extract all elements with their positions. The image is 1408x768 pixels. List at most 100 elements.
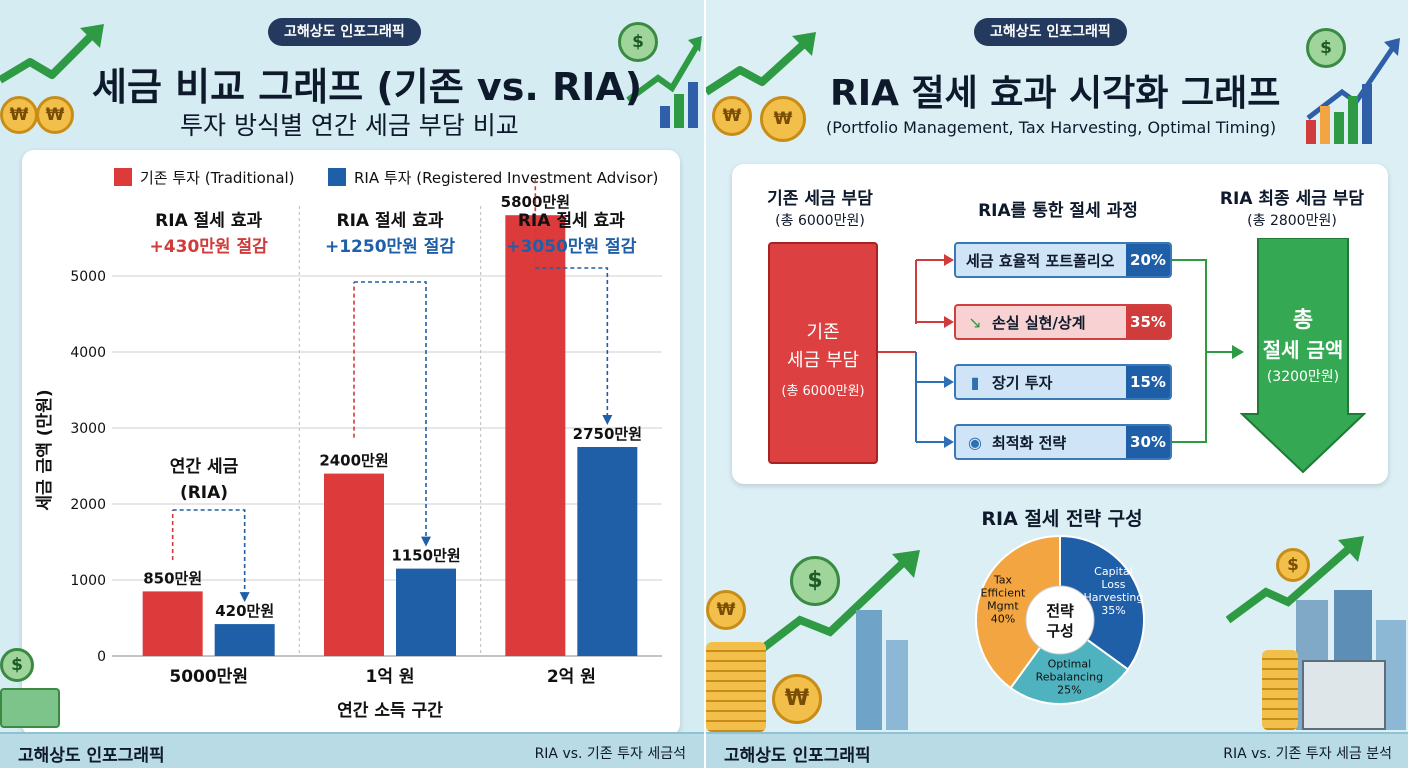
dollar-coin-icon: $ xyxy=(1276,548,1310,582)
step-label: 최적화 전략 xyxy=(992,433,1067,452)
red-box-line-3: (총 6000만원) xyxy=(781,384,865,399)
page-title: RIA 절세 효과 시각화 그래프 xyxy=(830,73,1281,114)
step-label: 세금 효율적 포트폴리오 xyxy=(966,251,1115,270)
bar-ria xyxy=(214,624,275,656)
connector-arrowhead xyxy=(421,536,431,547)
bar-traditional xyxy=(505,215,566,656)
x-tick-label: 5000만원 xyxy=(169,667,248,687)
pie-slice-label: 25% xyxy=(1057,683,1081,696)
y-tick-label: 5000 xyxy=(70,269,106,285)
bar-chart: 기존 투자 (Traditional) RIA 투자 (Registered In… xyxy=(35,168,662,721)
bar-chart-icon: ▮ xyxy=(970,372,980,392)
won-coin-icon: ₩ xyxy=(712,96,752,136)
footer-brand: 고해상도 인포그래픽 xyxy=(18,746,165,766)
legend-label: 기존 투자 (Traditional) xyxy=(140,169,295,187)
bar-ria xyxy=(577,447,638,656)
growth-arrow-icon xyxy=(0,24,104,84)
bank-icon xyxy=(1302,660,1386,730)
footer-brand: 고해상도 인포그래픽 xyxy=(724,746,871,766)
footer: 고해상도 인포그래픽 RIA vs. 기존 투자 세금 분석 xyxy=(706,732,1408,768)
cash-stack-icon xyxy=(0,688,60,728)
growth-arrow-icon xyxy=(1226,536,1364,624)
connector-arrowhead xyxy=(239,592,250,603)
y-tick-label: 1000 xyxy=(70,573,106,589)
savings-connector xyxy=(535,267,609,417)
flow-connectors xyxy=(878,254,1244,448)
pie-slice-label: 40% xyxy=(991,612,1015,625)
dollar-coin-icon: $ xyxy=(790,556,840,606)
savings-amount: +1250만원 절감 xyxy=(325,236,455,257)
savings-arrow-icon xyxy=(1240,238,1366,474)
pie-slice-label: Rebalancing xyxy=(1036,670,1103,683)
red-box-line-1: 기존 xyxy=(806,322,840,343)
pie-slice-label: Efficient xyxy=(981,586,1026,599)
footer: 고해상도 인포그래픽 RIA vs. 기존 투자 세금석 xyxy=(0,732,704,768)
col-traditional-sub: (총 6000만원) xyxy=(775,213,865,229)
footer-caption: RIA vs. 기존 투자 세금석 xyxy=(534,746,686,762)
growth-arrow-icon xyxy=(756,550,920,656)
pie-slice xyxy=(1009,618,1130,705)
legend-label: RIA 투자 (Registered Investment Advisor) xyxy=(354,169,658,187)
process-step: 세금 효율적 포트폴리오 20% xyxy=(954,242,1172,278)
pie-title: RIA 절세 전략 구성 xyxy=(981,508,1143,530)
flow-card: 기존 세금 부담 (총 6000만원) RIA를 통한 절세 과정 RIA 최종… xyxy=(732,164,1388,484)
pie-center-label: 전략 xyxy=(1046,602,1074,620)
pie-slice-label: 35% xyxy=(1101,604,1125,617)
trend-down-icon: ↘ xyxy=(968,312,982,332)
bar-traditional xyxy=(142,591,203,656)
pie-slice-label: Harvesting xyxy=(1084,591,1144,604)
step-percent: 30% xyxy=(1126,426,1170,458)
won-coin-icon: ₩ xyxy=(706,590,746,630)
savings-title: RIA 절세 효과 xyxy=(337,210,444,231)
col-ria-title: RIA 최종 세금 부담 xyxy=(1219,189,1365,209)
won-coin-icon: ₩ xyxy=(772,674,822,724)
process-step: ↘ 손실 실현/상계 35% xyxy=(954,304,1172,340)
bar-ria xyxy=(396,568,456,656)
step-percent: 35% xyxy=(1126,306,1170,338)
y-tick-label: 4000 xyxy=(70,345,106,361)
footer-caption: RIA vs. 기존 투자 세금 분석 xyxy=(1223,746,1392,762)
right-panel: ₩ ₩ $ 고해상도 인포그래픽 RIA 절세 효과 시각화 그래프 (Port… xyxy=(704,0,1408,768)
savings-title: RIA 절세 효과 xyxy=(518,210,625,231)
page-title: 세금 비교 그래프 (기존 vs. RIA) xyxy=(92,65,643,109)
left-panel: ₩ ₩ $ 고해상도 인포그래픽 세금 비교 그래프 (기존 vs. RIA) … xyxy=(0,18,704,768)
x-tick-label: 1억 원 xyxy=(365,667,414,687)
building-icon xyxy=(886,640,908,730)
step-percent: 15% xyxy=(1126,366,1170,398)
dollar-coin-icon: $ xyxy=(1306,28,1346,68)
savings-connector xyxy=(354,281,427,539)
won-coin-icon: ₩ xyxy=(0,96,38,134)
page-subtitle: (Portfolio Management, Tax Harvesting, O… xyxy=(826,118,1277,137)
y-axis-label: 세금 금액 (만원) xyxy=(35,389,55,510)
savings-amount: +430만원 절감 xyxy=(150,236,269,257)
pie-slice-label: Tax xyxy=(993,573,1013,586)
coins-chart-icon: ◉ xyxy=(968,432,982,452)
red-box-line-2: 세금 부담 xyxy=(787,350,859,371)
col-process-title: RIA를 통한 절세 과정 xyxy=(978,201,1138,221)
bar-value-label: 1150만원 xyxy=(391,547,460,565)
process-step: ◉ 최적화 전략 30% xyxy=(954,424,1172,460)
savings-amount: +3050만원 절감 xyxy=(506,236,636,257)
pie-slice xyxy=(1059,534,1145,671)
pie-slice-label: Optimal xyxy=(1048,657,1092,670)
traditional-tax-box: 기존 세금 부담 (총 6000만원) xyxy=(768,242,878,464)
y-tick-label: 3000 xyxy=(70,421,106,437)
pie-slice-label: Loss xyxy=(1101,578,1125,591)
col-traditional-title: 기존 세금 부담 xyxy=(767,189,873,209)
badge: 고해상도 인포그래픽 xyxy=(974,18,1127,46)
won-coin-icon: ₩ xyxy=(760,96,806,142)
pie-slice xyxy=(975,534,1061,690)
pie-center xyxy=(1025,585,1095,655)
step-label: 손실 실현/상계 xyxy=(992,313,1086,332)
annual-tax-note: (RIA) xyxy=(180,483,228,503)
bar-value-label: 420만원 xyxy=(215,602,274,620)
connector-arrowhead xyxy=(602,415,613,425)
bar-value-label: 2400만원 xyxy=(319,452,388,470)
x-axis-label: 연간 소득 구간 xyxy=(337,701,443,721)
process-step: ▮ 장기 투자 15% xyxy=(954,364,1172,400)
bar-growth-icon xyxy=(626,36,702,128)
legend-swatch xyxy=(328,168,346,186)
building-icon xyxy=(856,610,882,730)
pie-slice-label: Capital xyxy=(1094,565,1133,578)
